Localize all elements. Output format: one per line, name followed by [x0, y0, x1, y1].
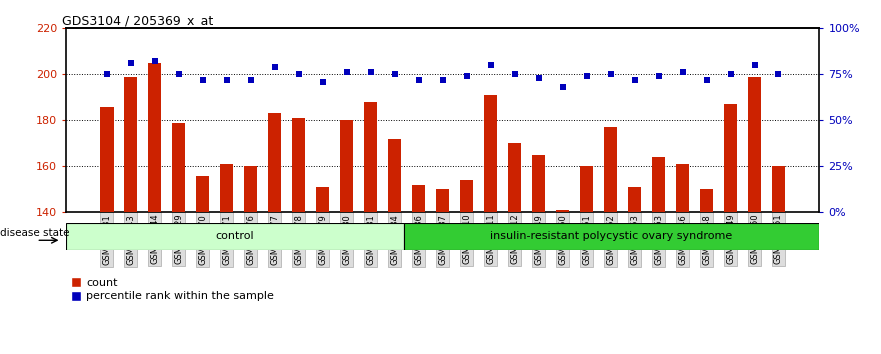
Point	[244, 77, 258, 83]
Legend: count, percentile rank within the sample: count, percentile rank within the sample	[71, 278, 274, 302]
Bar	[700, 189, 713, 212]
Point	[460, 73, 474, 79]
Bar	[436, 189, 449, 212]
Bar	[403, 223, 819, 250]
Point	[340, 70, 354, 75]
Point	[531, 75, 545, 81]
Point	[772, 72, 786, 77]
Bar	[604, 127, 618, 212]
Bar	[340, 120, 353, 212]
Point	[556, 84, 570, 90]
Text: control: control	[216, 231, 255, 241]
Point	[292, 72, 306, 77]
Point	[268, 64, 282, 70]
Bar	[66, 223, 403, 250]
Bar	[556, 210, 569, 212]
Point	[603, 72, 618, 77]
Point	[172, 72, 186, 77]
Text: disease state: disease state	[0, 228, 70, 238]
Bar	[148, 63, 161, 212]
Bar	[389, 139, 402, 212]
Bar	[628, 187, 641, 212]
Point	[700, 77, 714, 83]
Bar	[173, 122, 186, 212]
Bar	[412, 185, 426, 212]
Point	[124, 61, 138, 66]
Point	[723, 72, 737, 77]
Point	[652, 73, 666, 79]
Bar	[748, 76, 761, 212]
Bar	[652, 157, 665, 212]
Bar	[460, 180, 473, 212]
Point	[388, 72, 402, 77]
Point	[148, 59, 162, 64]
Point	[364, 70, 378, 75]
Point	[411, 77, 426, 83]
Bar	[676, 164, 689, 212]
Point	[484, 62, 498, 68]
Bar	[316, 187, 329, 212]
Bar	[244, 166, 257, 212]
Bar	[196, 176, 210, 212]
Bar	[484, 95, 497, 212]
Point	[507, 72, 522, 77]
Point	[435, 77, 449, 83]
Bar	[292, 118, 306, 212]
Bar	[580, 166, 593, 212]
Point	[580, 73, 594, 79]
Bar	[532, 155, 545, 212]
Point	[219, 77, 233, 83]
Bar	[124, 76, 137, 212]
Point	[315, 79, 329, 85]
Point	[196, 77, 210, 83]
Point	[100, 72, 114, 77]
Text: insulin-resistant polycystic ovary syndrome: insulin-resistant polycystic ovary syndr…	[491, 231, 733, 241]
Bar	[724, 104, 737, 212]
Point	[676, 70, 690, 75]
Bar	[268, 113, 281, 212]
Point	[747, 62, 761, 68]
Point	[627, 77, 641, 83]
Bar	[100, 107, 114, 212]
Bar	[772, 166, 785, 212]
Text: GDS3104 / 205369_x_at: GDS3104 / 205369_x_at	[63, 14, 213, 27]
Bar	[220, 164, 233, 212]
Bar	[508, 143, 522, 212]
Bar	[364, 102, 377, 212]
